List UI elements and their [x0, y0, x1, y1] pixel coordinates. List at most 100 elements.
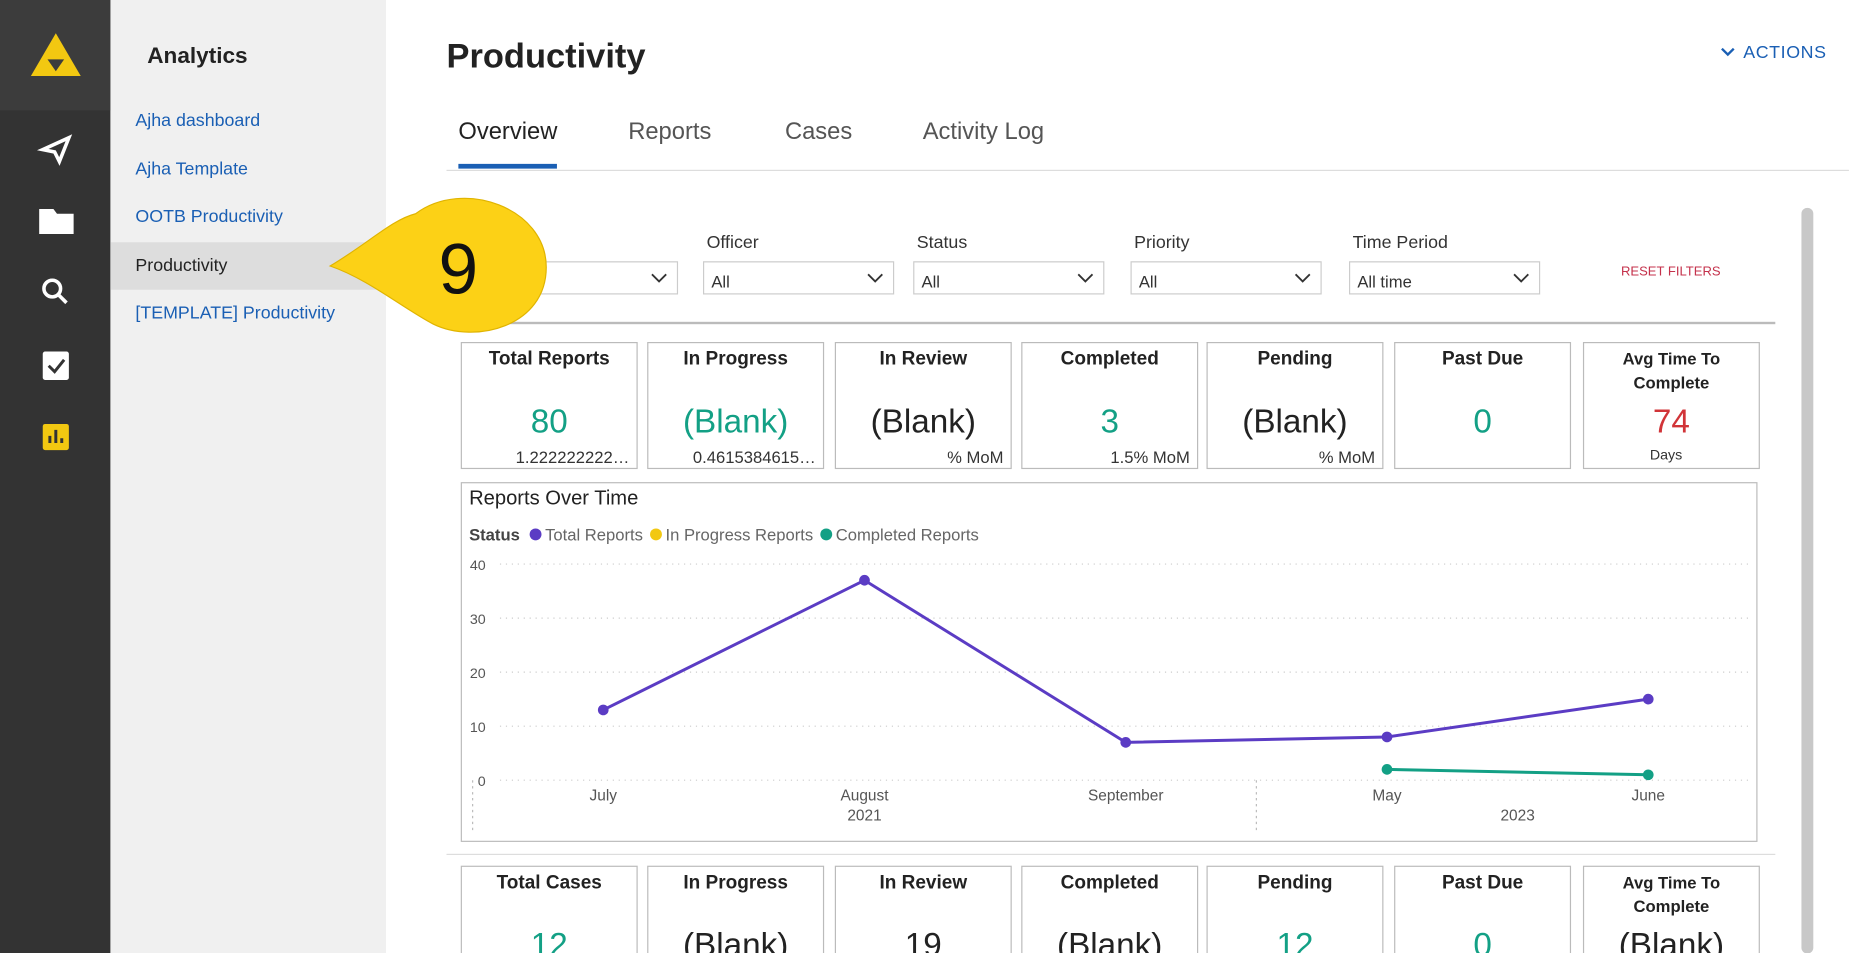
tab[interactable]: Reports	[628, 118, 712, 145]
card-note: % MoM	[947, 447, 1004, 467]
data-point	[1642, 769, 1654, 781]
kpi-card: Total Cases 12	[460, 865, 638, 953]
x-tick-label: September	[1088, 787, 1163, 804]
filter-label: Priority	[1134, 232, 1190, 253]
card-title: Completed	[1060, 872, 1159, 893]
card-value: 12	[530, 926, 568, 953]
kpi-card: Avg Time To Complete (Blank)	[1582, 865, 1760, 953]
filter-value: All time	[1357, 271, 1412, 291]
card-title: Avg Time To Complete	[1622, 872, 1721, 916]
folder-icon[interactable]	[39, 209, 74, 234]
filter-value: All	[1138, 271, 1158, 291]
filter-dropdown[interactable]: All	[913, 261, 1105, 295]
tabs-divider	[446, 169, 1849, 171]
card-note: % MoM	[1318, 447, 1376, 467]
rail-icons	[0, 0, 111, 451]
legend-label: Completed Reports	[836, 525, 979, 544]
card-value: (Blank)	[870, 402, 976, 440]
card-value: (Blank)	[682, 402, 789, 440]
tab[interactable]: Activity Log	[922, 118, 1045, 145]
chevron	[1721, 47, 1735, 57]
filter-dropdown[interactable]: All	[703, 261, 895, 295]
data-point	[1642, 693, 1654, 705]
section-divider	[446, 853, 1776, 855]
kpi-card: Pending 12	[1206, 865, 1384, 953]
card-title: In Review	[879, 872, 968, 893]
chart-title: Reports Over Time	[469, 488, 638, 510]
card-title: Past Due	[1441, 872, 1524, 893]
card-value: 74	[1652, 402, 1690, 440]
chevron	[1294, 273, 1311, 283]
kpi-card: Past Due 0	[1394, 865, 1572, 953]
chevron	[1513, 273, 1529, 283]
y-tick-label: 0	[478, 774, 486, 790]
card-title: Total Cases	[496, 872, 602, 893]
kpi-card: In Review (Blank) % MoM	[834, 342, 1012, 470]
card-title: Past Due	[1441, 349, 1524, 370]
legend-title: Status	[469, 525, 520, 544]
card-note: 1.222222222…	[515, 447, 630, 467]
kpi-card: In Progress (Blank)	[647, 865, 825, 953]
card-title: Completed	[1060, 349, 1159, 370]
tab-indicator	[458, 163, 557, 169]
nav-link[interactable]: Ajha dashboard	[135, 110, 261, 131]
nav-link[interactable]: Ajha Template	[135, 158, 248, 179]
card-note: Days	[1649, 446, 1683, 464]
card-value: 12	[1276, 926, 1314, 953]
actions-label: ACTIONS	[1743, 42, 1827, 63]
logo[interactable]	[30, 33, 81, 76]
icon-rail	[0, 0, 111, 953]
filter-value: All	[921, 271, 940, 291]
callout-label: 9	[439, 229, 479, 309]
chevron	[1077, 273, 1094, 283]
nav-link[interactable]: OOTB Productivity	[135, 206, 283, 227]
tab[interactable]: Cases	[784, 118, 853, 145]
x-group-label: 2023	[1500, 808, 1534, 825]
x-tick-label: August	[840, 787, 889, 804]
search-icon[interactable]	[42, 278, 63, 299]
legend-swatch	[650, 528, 662, 541]
card-title: In Review	[879, 349, 968, 370]
filter-label: Time Period	[1352, 232, 1448, 253]
card-title: Total Reports	[488, 349, 610, 370]
filter-label: Officer	[706, 232, 759, 253]
filter-divider	[460, 321, 1776, 325]
tasks-check	[47, 358, 66, 374]
scrollbar[interactable]	[1801, 207, 1814, 953]
data-point	[1120, 737, 1132, 748]
tab[interactable]: Overview	[458, 118, 558, 145]
card-value: 0	[1473, 402, 1492, 440]
callout-bubble	[328, 197, 547, 333]
analytics-bars	[48, 429, 64, 443]
reset-filters[interactable]: RESET FILTERS	[1620, 264, 1721, 280]
filter-dropdown[interactable]: All	[1130, 261, 1322, 295]
actions-button[interactable]: ACTIONS	[1720, 43, 1827, 63]
legend-swatch	[529, 528, 542, 541]
chevron	[867, 273, 883, 283]
card-value: 0	[1473, 926, 1492, 953]
card-title: Pending	[1257, 872, 1333, 893]
card-value: (Blank)	[1057, 926, 1163, 953]
send-icon[interactable]	[36, 134, 73, 166]
nav-link[interactable]: [TEMPLATE] Productivity	[135, 302, 336, 323]
kpi-card: Total Reports 80 1.222222222…	[460, 342, 638, 470]
card-value: 19	[904, 926, 942, 953]
filter-dropdown[interactable]: All time	[1349, 261, 1541, 295]
nav-title: Analytics	[147, 43, 248, 69]
card-value: (Blank)	[1618, 926, 1725, 953]
y-tick-label: 40	[470, 558, 486, 574]
y-tick-label: 20	[470, 666, 486, 682]
page-title: Productivity	[446, 38, 646, 76]
kpi-card: In Review 19	[834, 865, 1012, 953]
data-point	[597, 704, 609, 716]
legend-label: In Progress Reports	[665, 525, 813, 544]
card-title: Avg Time To Complete	[1622, 349, 1721, 392]
kpi-card: Completed 3 1.5% MoM	[1021, 342, 1199, 470]
y-tick-label: 10	[470, 720, 486, 736]
tasks-icon[interactable]	[42, 351, 69, 381]
kpi-card: Completed (Blank)	[1021, 865, 1199, 953]
logo-cut	[47, 59, 65, 72]
filter-value: All	[711, 271, 730, 291]
kpi-card: Pending (Blank) % MoM	[1206, 342, 1384, 470]
